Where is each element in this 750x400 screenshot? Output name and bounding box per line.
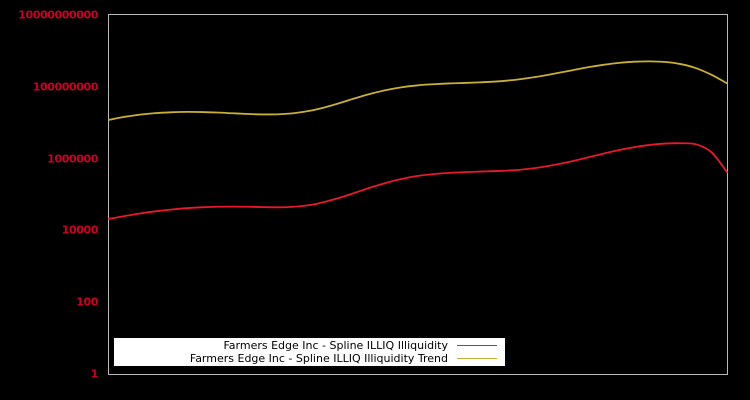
legend-swatch-illiquidity-trend [457,358,497,359]
y-axis-tick-label: 10000 [61,223,99,237]
y-axis-tick-label: 10000000000 [18,8,98,22]
chart-legend: Farmers Edge Inc - Spline ILLIQ Illiquid… [114,338,505,366]
legend-item-illiquidity-trend[interactable]: Farmers Edge Inc - Spline ILLIQ Illiquid… [114,352,499,365]
y-axis-tick-label: 100000000 [32,80,99,94]
legend-label-illiquidity: Farmers Edge Inc - Spline ILLIQ Illiquid… [223,339,448,352]
y-axis-tick-label: 1 [90,367,99,381]
plot-area [108,14,728,375]
legend-swatch-illiquidity [457,345,497,346]
legend-label-illiquidity-trend: Farmers Edge Inc - Spline ILLIQ Illiquid… [189,352,448,365]
y-axis-tick-label: 100 [76,295,98,309]
y-axis-tick-label: 1000000 [47,152,98,166]
y-axis: 10000000000 100000000 1000000 10000 100 1 [0,0,102,400]
legend-item-illiquidity[interactable]: Farmers Edge Inc - Spline ILLIQ Illiquid… [114,339,499,352]
